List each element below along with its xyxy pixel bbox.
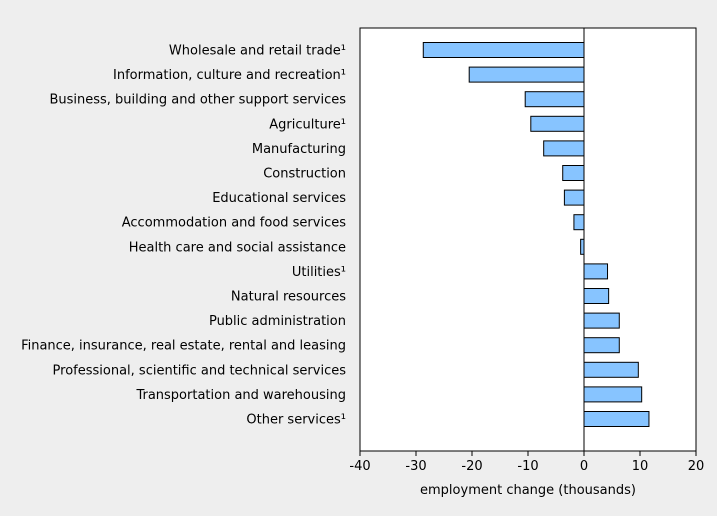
bar	[583, 263, 609, 280]
category-label: Information, culture and recreation¹	[113, 68, 346, 83]
x-axis-title: employment change (thousands)	[420, 483, 636, 498]
x-tick-label: 20	[688, 459, 705, 474]
x-tick-label: -40	[349, 459, 370, 474]
bar	[580, 238, 585, 255]
bar	[563, 189, 585, 206]
category-label: Accommodation and food services	[122, 216, 346, 231]
category-label: Manufacturing	[252, 142, 346, 157]
category-label: Health care and social assistance	[129, 240, 346, 255]
bar	[583, 386, 643, 403]
bar	[422, 42, 585, 58]
category-label: Educational services	[212, 191, 346, 206]
category-label: Agriculture¹	[269, 117, 346, 132]
bar	[468, 66, 585, 83]
bar	[583, 288, 610, 304]
category-label: Transportation and warehousing	[135, 388, 346, 403]
bar	[524, 91, 585, 108]
bar	[573, 214, 585, 231]
x-tick-label: -20	[461, 459, 482, 474]
category-label: Finance, insurance, real estate, rental …	[21, 339, 346, 354]
category-label: Other services¹	[246, 413, 346, 428]
x-tick-label: -10	[517, 459, 538, 474]
category-label: Business, building and other support ser…	[49, 93, 346, 108]
bar	[583, 337, 620, 354]
bar	[583, 312, 620, 329]
bar	[562, 165, 585, 181]
category-label: Public administration	[209, 314, 346, 329]
bar	[543, 140, 585, 157]
category-label: Natural resources	[231, 290, 346, 305]
category-label: Utilities¹	[292, 265, 346, 280]
category-label: Construction	[263, 167, 346, 182]
bar	[583, 361, 639, 378]
bar	[583, 411, 650, 427]
bar	[530, 115, 585, 132]
x-tick-label: 0	[580, 459, 588, 474]
x-tick-label: -30	[405, 459, 426, 474]
category-label: Professional, scientific and technical s…	[53, 363, 347, 378]
category-label: Wholesale and retail trade¹	[169, 44, 346, 59]
x-tick-label: 10	[632, 459, 649, 474]
